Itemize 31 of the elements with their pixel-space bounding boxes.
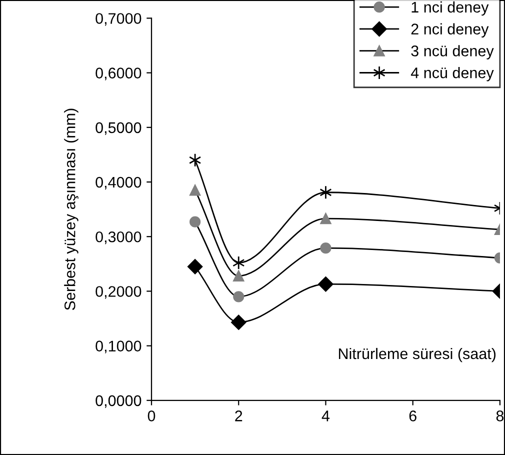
point bbox=[320, 213, 332, 224]
y-tick-label: 0,3000 bbox=[96, 231, 142, 244]
y-tick-label: 0,7000 bbox=[96, 13, 142, 26]
x-tick-label: 6 bbox=[409, 410, 416, 422]
x-tick-label: 4 bbox=[322, 410, 330, 422]
point bbox=[190, 216, 201, 228]
point bbox=[233, 291, 244, 302]
y-tick-label: 0,5000 bbox=[96, 122, 142, 135]
point bbox=[320, 185, 332, 200]
y-tick-label: 0,2000 bbox=[96, 286, 142, 299]
x-tick-label: 2 bbox=[235, 410, 242, 422]
x-tick-label: 0 bbox=[148, 410, 156, 422]
legend-label: 4 ncü deney bbox=[410, 67, 494, 82]
point bbox=[320, 242, 332, 254]
y-tick-label: 0,1000 bbox=[96, 340, 142, 354]
y-tick-label: 0,0000 bbox=[96, 395, 142, 408]
y-axis-title: Serbest yüzey aşınması (mm) bbox=[64, 108, 78, 310]
point bbox=[233, 270, 244, 282]
point bbox=[232, 256, 245, 270]
legend-label: 2 nci deney bbox=[411, 23, 489, 38]
point bbox=[188, 153, 202, 168]
x-axis-title: Nitrürleme süresi (saat) bbox=[338, 348, 496, 362]
legend-label: 3 ncü deney bbox=[411, 45, 494, 60]
x-tick-label: 8 bbox=[496, 410, 504, 422]
point bbox=[231, 314, 246, 330]
legend-label: 1 nci deney bbox=[412, 1, 489, 16]
y-tick-label: 0,4000 bbox=[96, 176, 142, 190]
point bbox=[187, 259, 203, 274]
point bbox=[190, 184, 201, 196]
point bbox=[318, 276, 334, 292]
y-tick-label: 0,6000 bbox=[96, 68, 142, 80]
